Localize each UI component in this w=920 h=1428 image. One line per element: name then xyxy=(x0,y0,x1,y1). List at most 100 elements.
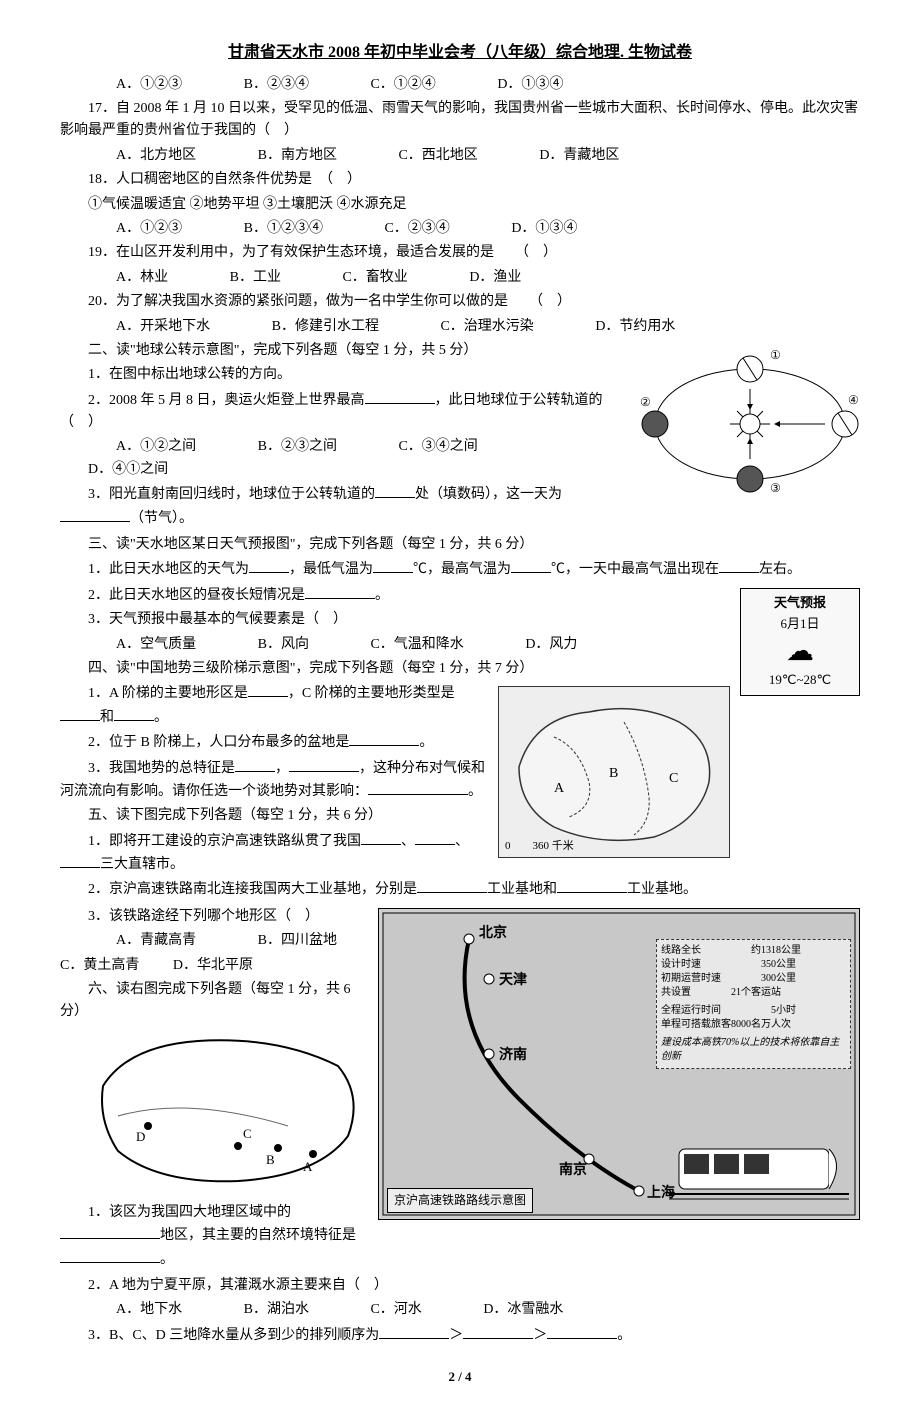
svg-text:B: B xyxy=(266,1152,275,1167)
q17-options: A．北方地区 B．南方地区 C．西北地区 D．青藏地区 xyxy=(60,145,860,167)
svg-text:C: C xyxy=(243,1126,252,1141)
blank[interactable] xyxy=(373,558,413,573)
q19-opt-d: D．渔业 xyxy=(441,267,521,289)
q19-opt-a: A．林业 xyxy=(88,267,168,289)
sec3-q3-opt-a: A．空气质量 xyxy=(88,634,196,656)
q17-opt-c: C．西北地区 xyxy=(370,145,477,167)
railway-info-panel: 线路全长 约1318公里 设计时速 350公里 初期运营时速 300公里 共设置… xyxy=(656,939,851,1069)
sec6-q2-opt-b: B．湖泊水 xyxy=(216,1299,309,1321)
blank[interactable] xyxy=(375,483,415,498)
blank[interactable] xyxy=(249,558,289,573)
china-terrain-map: A B C 0 360 千米 xyxy=(498,686,730,858)
q20-text: 20．为了解决我国水资源的紧张问题，做为一名中学生你可以做的是 （ ） xyxy=(60,291,860,313)
sec4-q1b: ，C 阶梯的主要地形类型是 xyxy=(288,686,455,701)
blank[interactable] xyxy=(417,878,487,893)
sec4-q3: 3．我国地势的总特征是，，这种分布对气候和河流流向有影响。请你任选一个谈地势对其… xyxy=(60,757,860,804)
xinjiang-map: A B C D xyxy=(88,1026,368,1196)
q20-opt-b: B．修建引水工程 xyxy=(244,316,379,338)
sec6-q2-opt-d: D．冰雪融水 xyxy=(455,1299,563,1321)
sec5-q3-opt-c: C．黄土高青 xyxy=(60,958,139,973)
sec5-q3-opt-b: B．四川盆地 xyxy=(230,930,337,952)
railway-info-4: 全程运行时间 5小时 xyxy=(661,1004,846,1018)
blank[interactable] xyxy=(235,757,275,772)
sec3-q1c: ℃，最高气温为 xyxy=(413,562,511,577)
map-scale: 0 360 千米 xyxy=(505,838,574,856)
q18-options: A．①②③ B．①②③④ C．②③④ D．①③④ xyxy=(60,218,860,240)
orbit-diagram: ① ④ ③ ② xyxy=(640,344,860,494)
sec5-q2c: 工业基地。 xyxy=(627,882,697,897)
map-label-c: C xyxy=(669,771,678,786)
blank[interactable] xyxy=(719,558,759,573)
sec5-q2: 2．京沪高速铁路南北连接我国两大工业基地，分别是 工业基地和 工业基地。 xyxy=(60,878,860,901)
blank[interactable] xyxy=(511,558,551,573)
q16-opt-d: D．①③④ xyxy=(469,74,563,96)
sec6-q2: 2．A 地为宁夏平原，其灌溉水源主要来自（ ） xyxy=(60,1275,860,1297)
sec2-q3a: 3．阳光直射南回归线时，地球位于公转轨道的 xyxy=(88,487,375,502)
page-number: 2 / 4 xyxy=(60,1367,860,1388)
q16-options: A．①②③ B．②③④ C．①②④ D．①③④ xyxy=(60,74,860,96)
sec3-q3-opt-c: C．气温和降水 xyxy=(342,634,463,656)
q17-text: 17．自 2008 年 1 月 10 日以来，受罕见的低温、雨雪天气的影响，我国… xyxy=(60,98,860,143)
blank[interactable] xyxy=(415,830,455,845)
sec5-q3-options-ab: A．青藏高青 B．四川盆地 xyxy=(60,930,368,952)
sec3-q3-opt-b: B．风向 xyxy=(230,634,309,656)
blank[interactable] xyxy=(361,830,401,845)
blank[interactable] xyxy=(547,1324,617,1339)
blank[interactable] xyxy=(60,706,100,721)
svg-text:北京: 北京 xyxy=(479,924,507,941)
q16-opt-c: C．①②④ xyxy=(342,74,435,96)
sec6-q1: 1．该区为我国四大地理区域中的地区，其主要的自然环境特征是。 xyxy=(60,1202,368,1271)
sec5-q3: 3．该铁路途经下列哪个地形区（ ） xyxy=(60,906,368,928)
sec5-q1a: 1．即将开工建设的京沪高速铁路纵贯了我国 xyxy=(88,834,361,849)
q16-opt-a: A．①②③ xyxy=(88,74,182,96)
svg-text:A: A xyxy=(303,1159,313,1174)
weather-title: 天气预报 xyxy=(745,593,855,614)
sec6-q3: 3．B、C、D 三地降水量从多到少的排列顺序为＞＞。 xyxy=(60,1324,860,1347)
sec2-q2-opt-b: B．②③之间 xyxy=(230,436,337,458)
sec5-q2b: 工业基地和 xyxy=(487,882,557,897)
sec3-q1d: ℃，一天中最高气温出现在 xyxy=(551,562,719,577)
sec5-q2a: 2．京沪高速铁路南北连接我国两大工业基地，分别是 xyxy=(88,882,417,897)
blank[interactable] xyxy=(114,706,154,721)
sec3-q1a: 1．此日天水地区的天气为 xyxy=(88,562,249,577)
blank[interactable] xyxy=(248,682,288,697)
sec6-heading: 六、读右图完成下列各题（每空 1 分，共 6 分） xyxy=(60,979,368,1024)
railway-info-1: 设计时速 350公里 xyxy=(661,958,846,972)
weather-date: 6月1日 xyxy=(745,614,855,635)
weather-forecast-box: 天气预报 6月1日 ☁ 19℃~28℃ xyxy=(740,588,860,696)
blank[interactable] xyxy=(463,1324,533,1339)
blank[interactable] xyxy=(349,731,419,746)
sec4-q1c: 和 xyxy=(100,710,114,725)
blank[interactable] xyxy=(60,507,130,522)
blank[interactable] xyxy=(60,853,100,868)
svg-text:①: ① xyxy=(770,348,781,362)
q19-opt-c: C．畜牧业 xyxy=(314,267,407,289)
svg-text:济南: 济南 xyxy=(499,1046,527,1063)
blank[interactable] xyxy=(379,1324,449,1339)
sec3-q1: 1．此日天水地区的天气为，最低气温为℃，最高气温为℃，一天中最高气温出现在左右。 xyxy=(60,558,860,581)
blank[interactable] xyxy=(60,1248,160,1263)
sec2-q2-opt-d: D．④①之间 xyxy=(60,459,168,481)
svg-text:②: ② xyxy=(640,395,651,409)
q18-sub: ①气候温暖适宜 ②地势平坦 ③土壤肥沃 ④水源充足 xyxy=(60,194,860,216)
svg-text:④: ④ xyxy=(848,393,859,407)
q18-opt-d: D．①③④ xyxy=(483,218,577,240)
q20-opt-a: A．开采地下水 xyxy=(88,316,210,338)
blank[interactable] xyxy=(289,757,359,772)
blank[interactable] xyxy=(60,1224,160,1239)
sec3-q3-opt-d: D．风力 xyxy=(497,634,577,656)
map-label-a: A xyxy=(554,781,565,796)
sec2-q3c: （节气）。 xyxy=(130,511,193,526)
blank[interactable] xyxy=(365,389,435,404)
sec6-q2-opt-c: C．河水 xyxy=(342,1299,421,1321)
blank[interactable] xyxy=(557,878,627,893)
q20-options: A．开采地下水 B．修建引水工程 C．治理水污染 D．节约用水 xyxy=(60,316,860,338)
sec5-q3-options-cd: C．黄土高青 D．华北平原 xyxy=(60,955,368,977)
blank[interactable] xyxy=(305,584,375,599)
q18-opt-c: C．②③④ xyxy=(356,218,449,240)
blank[interactable] xyxy=(368,780,468,795)
railway-map: 京沪高速铁路 北京 天津 济南 南京 上海 线路全长 约1318公里 设计时速 … xyxy=(378,908,860,1220)
sec4-q3b: ， xyxy=(275,761,289,776)
sec6-q1a: 1．该区为我国四大地理区域中的 xyxy=(88,1205,291,1220)
map-label-b: B xyxy=(609,766,618,781)
